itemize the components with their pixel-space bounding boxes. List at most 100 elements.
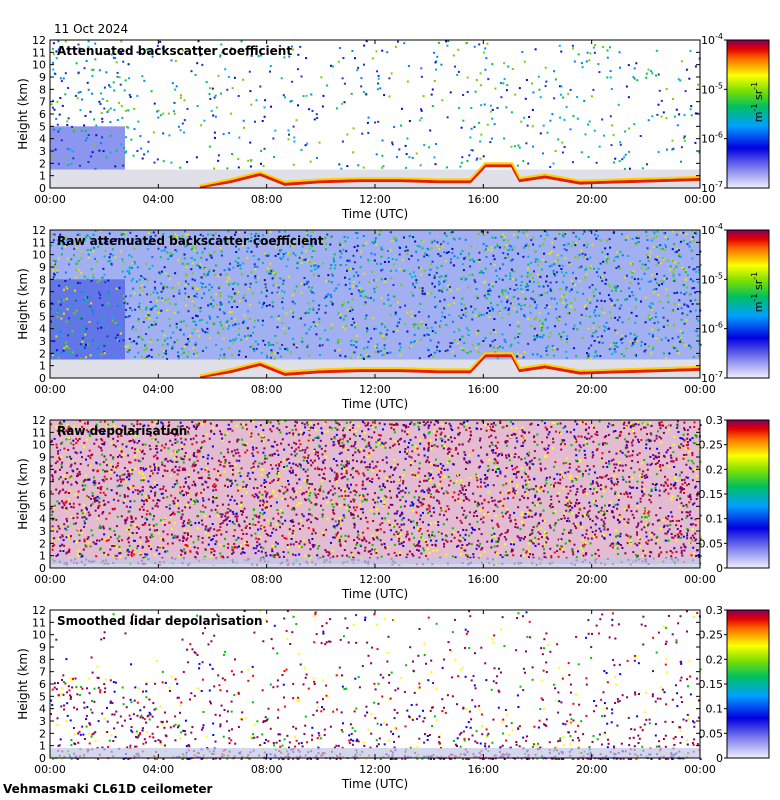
y-tick-label: 1 xyxy=(39,740,46,753)
colorbar-tick-label: 0.2 xyxy=(706,653,724,666)
x-axis-label: Time (UTC) xyxy=(341,397,408,411)
date-label: 11 Oct 2024 xyxy=(54,22,128,36)
colorbar-tick-label: 0.15 xyxy=(699,678,724,691)
panel-4: Smoothed lidar depolarisation01234567891… xyxy=(16,604,770,791)
y-tick-label: 0 xyxy=(39,752,46,765)
x-tick-label: 08:00 xyxy=(251,383,283,396)
y-tick-label: 1 xyxy=(39,170,46,183)
colorbar xyxy=(726,39,770,189)
y-tick-label: 5 xyxy=(39,500,46,513)
morning-signal xyxy=(50,279,125,360)
y-tick-label: 11 xyxy=(32,236,46,249)
colorbar-tick-label: 0.05 xyxy=(699,727,724,740)
x-tick-label: 00:00 xyxy=(684,193,716,206)
y-tick-label: 7 xyxy=(39,666,46,679)
y-tick-label: 9 xyxy=(39,451,46,464)
x-tick-label: 20:00 xyxy=(576,193,608,206)
heatmap-field xyxy=(50,420,702,568)
y-tick-label: 8 xyxy=(39,83,46,96)
colorbar-tick-label: 0.3 xyxy=(706,414,724,427)
x-tick-label: 20:00 xyxy=(576,763,608,776)
colorbar xyxy=(726,609,770,759)
y-tick-label: 3 xyxy=(39,715,46,728)
colorbar-tick-label: 0.1 xyxy=(706,513,724,526)
y-tick-label: 5 xyxy=(39,310,46,323)
panel-title: Attenuated backscatter coefficient xyxy=(57,44,292,58)
x-tick-label: 16:00 xyxy=(467,763,499,776)
x-tick-label: 16:00 xyxy=(467,573,499,586)
y-tick-label: 3 xyxy=(39,335,46,348)
x-axis-label: Time (UTC) xyxy=(341,207,408,221)
y-tick-label: 11 xyxy=(32,46,46,59)
y-axis-label: Height (km) xyxy=(16,648,30,719)
x-tick-label: 12:00 xyxy=(359,193,391,206)
y-tick-label: 12 xyxy=(32,604,46,617)
cloud-top-band xyxy=(199,352,701,377)
y-tick-label: 12 xyxy=(32,224,46,237)
y-tick-label: 0 xyxy=(39,182,46,195)
x-tick-label: 12:00 xyxy=(359,573,391,586)
cloud-base-band xyxy=(199,354,701,379)
x-tick-label: 00:00 xyxy=(34,383,66,396)
x-tick-label: 00:00 xyxy=(34,763,66,776)
x-tick-label: 00:00 xyxy=(684,763,716,776)
y-tick-label: 9 xyxy=(39,641,46,654)
y-tick-label: 5 xyxy=(39,120,46,133)
cloud-top-band xyxy=(199,162,701,187)
y-tick-label: 12 xyxy=(32,414,46,427)
colorbar-tick-label: 10-7 xyxy=(701,180,723,195)
y-tick-label: 11 xyxy=(32,426,46,439)
colorbar-tick-label: 10-4 xyxy=(701,32,723,47)
x-tick-label: 20:00 xyxy=(576,573,608,586)
y-tick-label: 1 xyxy=(39,360,46,373)
plot-area xyxy=(50,40,700,188)
y-tick-label: 6 xyxy=(39,298,46,311)
colorbar-tick-label: 0 xyxy=(716,752,723,765)
colorbar-tick-label: 0.05 xyxy=(699,537,724,550)
x-tick-label: 04:00 xyxy=(142,763,174,776)
y-tick-label: 0 xyxy=(39,372,46,385)
heatmap-field xyxy=(50,230,702,379)
y-tick-label: 3 xyxy=(39,145,46,158)
panel-title: Raw attenuated backscatter coefficient xyxy=(57,234,324,248)
x-tick-label: 04:00 xyxy=(142,573,174,586)
y-tick-label: 10 xyxy=(32,59,46,72)
panel-1: Attenuated backscatter coefficient012345… xyxy=(16,32,770,221)
y-tick-label: 7 xyxy=(39,476,46,489)
y-tick-label: 2 xyxy=(39,727,46,740)
y-tick-label: 2 xyxy=(39,347,46,360)
x-tick-label: 12:00 xyxy=(359,763,391,776)
colorbar-tick-label: 10-5 xyxy=(701,271,723,286)
x-tick-label: 00:00 xyxy=(34,573,66,586)
instrument-label: Vehmasmaki CL61D ceilometer xyxy=(3,782,212,796)
panel-title: Smoothed lidar depolarisation xyxy=(57,614,263,628)
y-tick-label: 11 xyxy=(32,616,46,629)
x-tick-label: 16:00 xyxy=(467,383,499,396)
x-tick-label: 20:00 xyxy=(576,383,608,396)
y-tick-label: 10 xyxy=(32,249,46,262)
x-tick-label: 00:00 xyxy=(684,383,716,396)
y-tick-label: 7 xyxy=(39,286,46,299)
y-tick-label: 8 xyxy=(39,273,46,286)
x-tick-label: 08:00 xyxy=(251,193,283,206)
x-tick-label: 08:00 xyxy=(251,763,283,776)
colorbar-tick-label: 0.1 xyxy=(706,703,724,716)
colorbar-tick-label: 0.2 xyxy=(706,463,724,476)
panel-2: Raw attenuated backscatter coefficient01… xyxy=(16,222,770,411)
y-axis-label: Height (km) xyxy=(16,268,30,339)
y-tick-label: 2 xyxy=(39,157,46,170)
x-tick-label: 00:00 xyxy=(34,193,66,206)
y-tick-label: 2 xyxy=(39,537,46,550)
x-tick-label: 16:00 xyxy=(467,193,499,206)
x-axis-label: Time (UTC) xyxy=(341,587,408,601)
colorbar-unit-label: m-1 sr-1 xyxy=(750,272,765,312)
colorbar-unit-label: m-1 sr-1 xyxy=(750,82,765,122)
y-tick-label: 4 xyxy=(39,323,46,336)
y-tick-label: 9 xyxy=(39,261,46,274)
depol-noise-field xyxy=(50,420,700,564)
colorbar-tick-label: 0.25 xyxy=(699,439,724,452)
raw-noise-field xyxy=(50,230,700,360)
colorbar-tick-label: 10-5 xyxy=(701,81,723,96)
x-tick-label: 12:00 xyxy=(359,383,391,396)
